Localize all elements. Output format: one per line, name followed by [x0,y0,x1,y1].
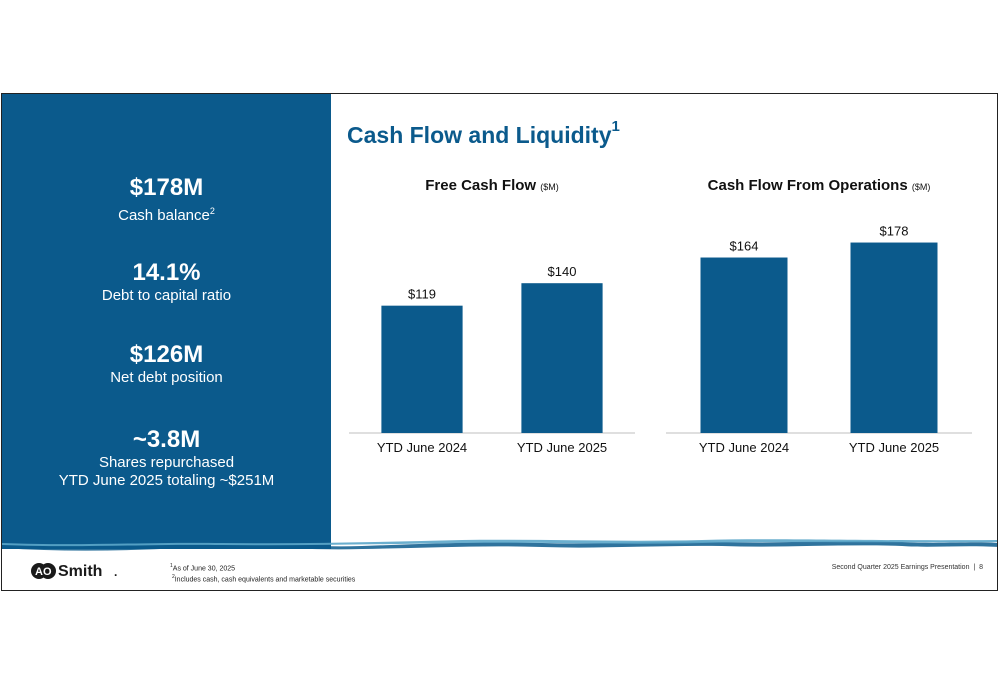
ao-smith-logo: AO Smith . [30,560,122,587]
stats-panel: $178M Cash balance2 14.1% Debt to capita… [2,94,331,549]
chart-title: Cash Flow From Operations ($M) [707,177,931,194]
stat-cash-balance: $178M Cash balance2 [2,174,331,225]
stat-shares-repurchased: ~3.8M Shares repurchased YTD June 2025 t… [2,426,331,490]
logo-smith-text: Smith [58,563,102,580]
chart-title: Free Cash Flow ($M) [425,177,559,194]
stat-value: $178M [129,174,204,201]
data-label: $178 [880,224,909,239]
stat-value: 14.1% [132,259,201,286]
stat-value: ~3.8M [132,426,201,453]
chart-svg: $119 YTD June 2024 $140 YTD June 2025 [349,264,635,455]
bar [850,242,938,433]
logo-dot: . [114,565,117,579]
bar [381,305,463,433]
category-label: YTD June 2024 [699,440,789,455]
category-label: YTD June 2024 [377,440,467,455]
stat-label-line2: YTD June 2025 totaling ~$251M [58,472,275,489]
stat-label: Debt to capital ratio [101,287,232,304]
stat-label: Cash balance2 [118,206,215,224]
bar [521,283,603,433]
stat-debt-to-capital: 14.1% Debt to capital ratio [2,259,331,305]
footnotes: 1As of June 30, 2025 2Includes cash, cas… [170,562,355,585]
page-number: 8 [979,564,983,571]
data-label: $140 [548,264,577,279]
stat-net-debt: $126M Net debt position [2,341,331,387]
chart-free-cash-flow: Free Cash Flow ($M) $119 YTD June 2024 $14… [347,174,637,464]
stat-value: $126M [129,341,204,368]
footer-separator: | [973,564,976,571]
chart-svg: $164 YTD June 2024 $178 YTD June 2025 [666,224,972,455]
logo-ao-text: AO [35,566,52,578]
footnote-2: 2Includes cash, cash equivalents and mar… [171,574,356,584]
footnote-1: 1As of June 30, 2025 [170,563,236,573]
category-label: YTD June 2025 [517,440,607,455]
stat-label: Net debt position [110,369,223,386]
bar [700,257,788,433]
chart-cash-flow-operations: Cash Flow From Operations ($M) $164 YTD J… [664,174,974,464]
stat-label-line1: Shares repurchased [98,454,235,471]
page-title: Cash Flow and Liquidity1 [347,118,620,148]
data-label: $119 [408,287,436,302]
slide: $178M Cash balance2 14.1% Debt to capita… [1,93,998,591]
logo-mark: AO Smith . [31,563,117,580]
wave-graphic [2,539,997,551]
presentation-footer: Second Quarter 2025 Earnings Presentatio… [832,564,983,571]
presentation-name: Second Quarter 2025 Earnings Presentatio… [831,564,970,571]
data-label: $164 [730,239,759,254]
category-label: YTD June 2025 [849,440,939,455]
